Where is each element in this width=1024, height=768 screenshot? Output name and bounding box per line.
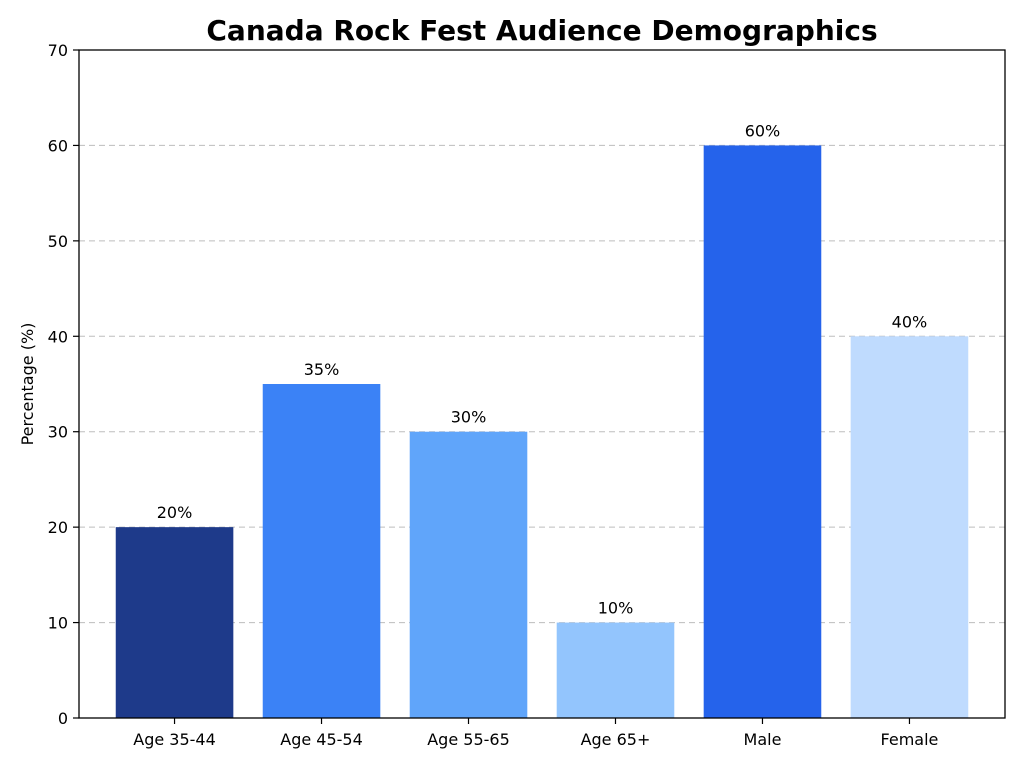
x-axis: Age 35-44 Age 45-54 Age 55-65 Age 65+ Male Fe… xyxy=(133,718,938,749)
x-tick-label: Age 35-44 xyxy=(133,730,216,749)
bar-value-label: 20% xyxy=(157,503,193,522)
y-tick-label: 20 xyxy=(48,518,68,537)
bar-value-label: 10% xyxy=(598,599,634,618)
y-tick-label: 50 xyxy=(48,232,68,251)
bar xyxy=(115,527,234,718)
x-tick-label: Female xyxy=(881,730,939,749)
bar xyxy=(556,622,675,718)
y-tick-label: 30 xyxy=(48,423,68,442)
bar xyxy=(703,145,822,718)
bar xyxy=(262,384,381,718)
y-tick-label: 70 xyxy=(48,41,68,60)
chart-title: Canada Rock Fest Audience Demographics xyxy=(206,14,877,47)
x-tick-label: Age 65+ xyxy=(581,730,651,749)
y-tick-label: 60 xyxy=(48,136,68,155)
y-axis: 0 10 20 30 40 50 60 70 xyxy=(48,41,79,728)
bar-value-label: 30% xyxy=(451,408,487,427)
plot-frame xyxy=(78,49,1006,719)
bar xyxy=(409,431,528,718)
y-tick-label: 40 xyxy=(48,327,68,346)
bar xyxy=(850,336,969,718)
x-tick-label: Age 55-65 xyxy=(427,730,510,749)
bars xyxy=(115,145,969,718)
x-tick-label: Age 45-54 xyxy=(280,730,363,749)
bar-value-label: 35% xyxy=(304,360,340,379)
y-axis-label: Percentage (%) xyxy=(18,323,37,446)
bar-value-label: 40% xyxy=(892,312,928,331)
bar-value-label: 60% xyxy=(745,121,781,140)
data-labels: 20% 35% 30% 10% 60% 40% xyxy=(157,121,927,617)
y-tick-label: 0 xyxy=(58,709,68,728)
y-tick-label: 10 xyxy=(48,614,68,633)
x-tick-label: Male xyxy=(744,730,782,749)
